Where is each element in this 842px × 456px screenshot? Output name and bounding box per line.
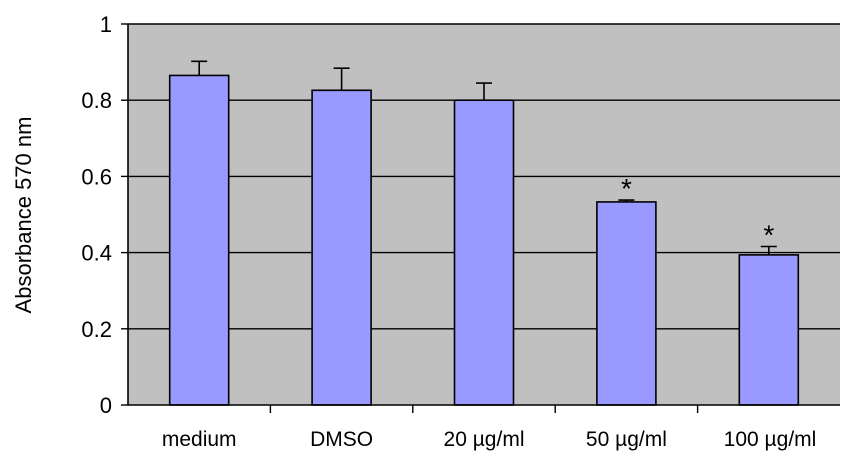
x-tick-labels: medium DMSO 20 µg/ml 50 µg/ml 100 µg/ml — [162, 428, 816, 451]
y-tick-label: 0.4 — [81, 241, 112, 266]
bar — [311, 89, 372, 406]
axes — [121, 23, 840, 413]
x-tick-label: 50 µg/ml — [586, 428, 667, 451]
y-tick-label: 0 — [100, 393, 112, 418]
y-tick-label: 0.2 — [81, 317, 112, 342]
bar — [453, 99, 515, 406]
bar — [168, 74, 230, 406]
significance-marker: * — [763, 220, 774, 251]
error-bars — [191, 60, 777, 255]
y-axis-title: Absorbance 570 nm — [11, 117, 36, 314]
y-tick-labels: 0 0.2 0.4 0.6 0.8 1 — [81, 12, 112, 418]
bars — [168, 74, 800, 406]
x-tick-label: DMSO — [310, 428, 373, 451]
significance-marker: * — [621, 173, 632, 204]
y-tick-label: 0.6 — [81, 164, 112, 189]
bar — [738, 254, 800, 406]
x-tick-label: 20 µg/ml — [444, 428, 525, 451]
x-tick-label: medium — [162, 428, 237, 451]
y-tick-label: 0.8 — [81, 88, 112, 113]
x-tick-label: 100 µg/ml — [724, 428, 817, 451]
annotations: ** — [621, 173, 774, 250]
bar — [596, 201, 657, 406]
y-tick-label: 1 — [100, 12, 112, 37]
